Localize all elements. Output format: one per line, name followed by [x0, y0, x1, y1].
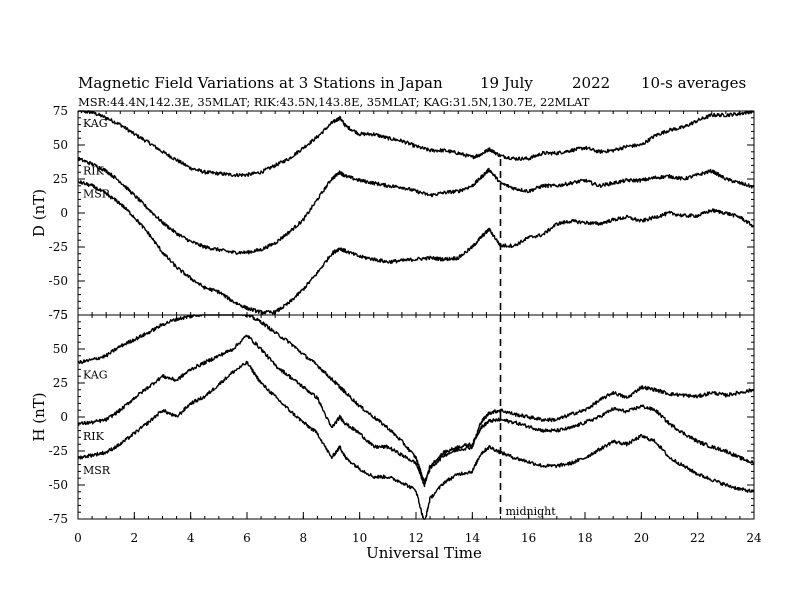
stations-coordinates: MSR:44.4N,142.3E, 35MLAT; RIK:43.5N,143.… — [78, 95, 590, 109]
data-series — [77, 110, 755, 520]
x-tick-label: 24 — [746, 531, 762, 545]
y-tick-label: 25 — [53, 172, 68, 186]
midnight-marker: midnight — [499, 159, 557, 519]
y-tick-label: 50 — [53, 342, 68, 356]
axis-ticks: 0 2 4 6 8 10 12 14 16 18 20 22 247550250-25-50-75755… — [49, 104, 762, 545]
y-tick-label: 75 — [53, 308, 68, 322]
chart-date: 19 July — [480, 74, 533, 92]
series-line-d-kag — [77, 110, 755, 178]
series-line-h-kag — [77, 314, 755, 484]
h-panel-frame — [77, 314, 755, 520]
x-tick-label: 0 — [74, 531, 82, 545]
station-label-h-msr: MSR — [83, 464, 111, 477]
y-tick-label: 50 — [53, 138, 68, 152]
chart-year: 2022 — [572, 74, 610, 92]
d-panel-frame — [77, 110, 755, 316]
station-label-d-msr: MSR — [83, 188, 111, 201]
y-tick-label: 75 — [53, 104, 68, 118]
y-tick-label: -50 — [49, 478, 68, 492]
series-line-h-rik — [77, 334, 755, 488]
x-tick-label: 20 — [634, 531, 649, 545]
y-tick-label: 25 — [53, 376, 68, 390]
series-line-h-msr — [77, 360, 755, 520]
station-label-h-kag: KAG — [83, 369, 108, 382]
x-tick-label: 6 — [243, 531, 251, 545]
y-tick-label: -25 — [49, 444, 68, 458]
y-tick-label: -25 — [49, 240, 68, 254]
series-line-d-msr — [77, 180, 755, 315]
x-axis-label: Universal Time — [366, 544, 482, 562]
station-label-h-rik: RIK — [83, 430, 105, 443]
station-label-d-kag: KAG — [83, 117, 108, 130]
y-tick-label: -75 — [49, 512, 68, 526]
x-tick-label: 14 — [465, 531, 481, 545]
x-tick-label: 10 — [352, 531, 367, 545]
x-tick-label: 8 — [300, 531, 308, 545]
station-labels: KAG RIK MSR KAG RIK MSR — [83, 117, 111, 477]
chart-title: Magnetic Field Variations at 3 Stations … — [78, 74, 443, 92]
x-tick-label: 2 — [131, 531, 139, 545]
midnight-label: midnight — [506, 505, 557, 518]
x-tick-label: 16 — [521, 531, 536, 545]
x-tick-label: 12 — [408, 531, 423, 545]
x-tick-label: 4 — [187, 531, 195, 545]
chart-resolution: 10-s averages — [641, 74, 746, 92]
y-tick-label: -75 — [49, 308, 68, 322]
d-panel-y-label: D (nT) — [30, 189, 48, 237]
h-panel-y-label: H (nT) — [30, 392, 48, 441]
x-tick-label: 18 — [577, 531, 592, 545]
y-tick-label: 0 — [60, 410, 68, 424]
x-tick-label: 22 — [690, 531, 705, 545]
y-tick-label: 0 — [60, 206, 68, 220]
y-tick-label: -50 — [49, 274, 68, 288]
station-label-d-rik: RIK — [83, 165, 105, 178]
series-line-d-rik — [77, 156, 755, 255]
